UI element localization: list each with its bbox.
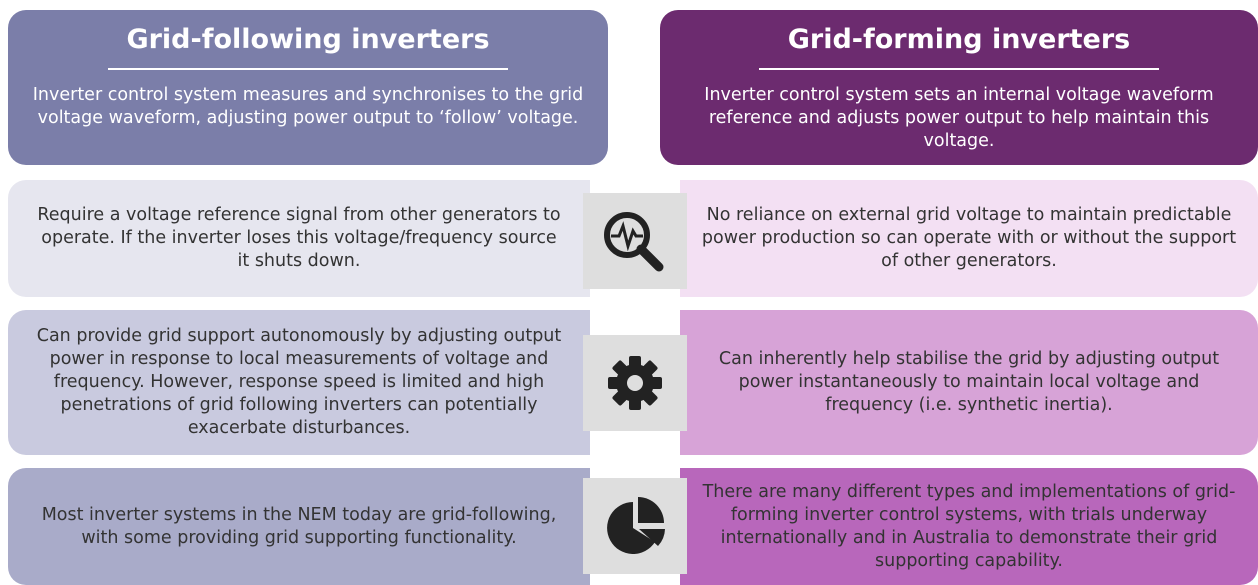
title-rule (759, 68, 1159, 70)
left-cell: Require a voltage reference signal from … (8, 180, 590, 297)
left-cell: Can provide grid support autonomously by… (8, 310, 590, 455)
right-cell: Can inherently help stabilise the grid b… (680, 310, 1258, 455)
search-icon (583, 193, 687, 289)
gear-icon (583, 335, 687, 431)
column-title: Grid-following inverters (126, 24, 490, 55)
right-header: Grid-forming inverters Inverter control … (660, 10, 1258, 165)
right-cell: No reliance on external grid voltage to … (680, 180, 1258, 297)
column-description: Inverter control system measures and syn… (32, 85, 584, 128)
pie-icon (583, 478, 687, 574)
left-cell: Most inverter systems in the NEM today a… (8, 468, 590, 585)
title-rule (108, 68, 508, 70)
right-cell: There are many different types and imple… (680, 468, 1258, 585)
left-header: Grid-following inverters Inverter contro… (8, 10, 608, 165)
column-description: Inverter control system sets an internal… (704, 85, 1214, 151)
column-title: Grid-forming inverters (787, 24, 1131, 55)
